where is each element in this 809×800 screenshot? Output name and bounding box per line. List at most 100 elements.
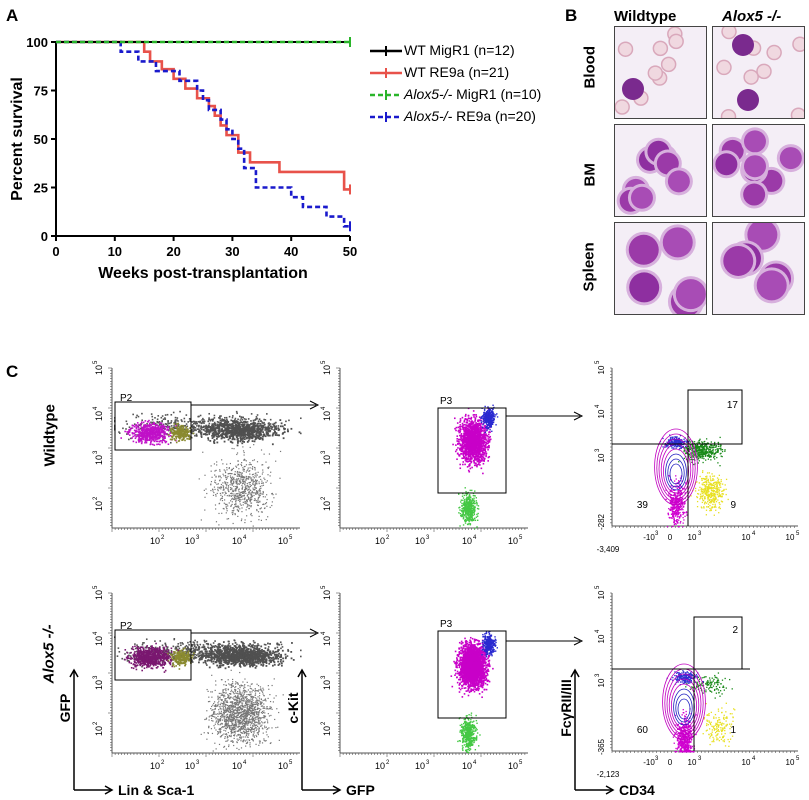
scatter-dot: [257, 491, 259, 493]
scatter-dot: [249, 435, 251, 438]
gated-dot: [142, 426, 145, 429]
gated-dot: [176, 425, 179, 427]
gated-dot: [491, 430, 493, 433]
gated-dot: [163, 433, 165, 436]
scatter-dot: [244, 429, 246, 432]
scatter-dot: [459, 514, 462, 517]
scatter-dot: [214, 423, 217, 425]
scatter-dot: [252, 479, 254, 482]
scatter-dot: [212, 494, 215, 496]
scatter-dot: [226, 422, 228, 425]
gated-dot: [483, 415, 485, 418]
gated-dot: [472, 454, 475, 456]
scatter-dot: [465, 490, 467, 493]
scatter-dot: [219, 479, 221, 481]
scatter-dot: [461, 502, 463, 505]
scatter-dot: [198, 428, 200, 430]
x-tick-label: 40: [284, 244, 298, 259]
scatter-dot: [158, 420, 161, 423]
gated-dot: [154, 432, 157, 435]
scatter-dot: [252, 482, 254, 484]
gated-dot: [178, 434, 181, 437]
gated-dot: [477, 427, 480, 429]
scatter-dot: [249, 500, 251, 503]
scatter-dot: [217, 424, 219, 427]
scatter-dot: [250, 484, 252, 487]
gated-dot: [186, 431, 188, 434]
scatter-dot: [247, 418, 250, 420]
gated-dot: [474, 451, 476, 453]
scatter-dot: [251, 422, 254, 425]
gated-dot: [496, 413, 498, 415]
gated-dot: [469, 438, 472, 441]
gated-dot: [464, 451, 466, 454]
scatter-dot: [250, 479, 253, 481]
gated-dot: [157, 428, 159, 430]
scatter-dot: [218, 431, 221, 434]
scatter-dot: [228, 473, 230, 475]
gated-dot: [489, 415, 491, 417]
scatter-dot: [477, 512, 479, 515]
scatter-dot: [242, 416, 244, 419]
scatter-dot: [236, 475, 238, 477]
gated-dot: [180, 434, 183, 437]
gated-dot: [464, 426, 466, 429]
gated-dot: [473, 441, 476, 444]
gated-dot: [140, 431, 142, 434]
scatter-dot: [160, 424, 163, 426]
scatter-dot: [467, 503, 470, 505]
scatter-dot: [472, 501, 475, 504]
gated-dot: [143, 431, 146, 433]
scatter-dot: [462, 513, 464, 515]
scatter-dot: [225, 487, 227, 489]
scatter-dot: [227, 487, 229, 489]
scatter-dot: [220, 494, 222, 496]
scatter-dot: [242, 467, 244, 469]
scatter-dot: [250, 431, 253, 434]
scatter-dot: [237, 475, 239, 477]
gated-dot: [152, 439, 155, 441]
scatter-dot: [227, 482, 229, 484]
scatter-dot: [460, 501, 462, 503]
scatter-dot: [468, 502, 470, 504]
gated-dot: [473, 438, 476, 441]
gated-dot: [144, 424, 146, 427]
gated-dot: [474, 419, 477, 421]
scatter-dot: [211, 428, 214, 431]
scatter-dot: [253, 427, 255, 430]
scatter-dot: [266, 431, 268, 434]
gated-dot: [158, 429, 161, 431]
gated-dot: [459, 447, 461, 450]
gated-dot: [135, 424, 138, 426]
gated-dot: [473, 446, 476, 449]
scatter-dot: [288, 419, 290, 422]
scatter-dot: [473, 509, 475, 511]
scatter-dot: [243, 492, 245, 494]
scatter-dot: [241, 440, 244, 443]
scatter-dot: [209, 429, 212, 432]
scatter-dot: [267, 428, 270, 431]
scatter-dot: [248, 432, 251, 435]
scatter-dot: [210, 428, 213, 431]
gated-dot: [461, 416, 464, 419]
scatter-dot: [226, 510, 228, 512]
scatter-dot: [250, 496, 252, 499]
scatter-dot: [262, 482, 264, 484]
gated-dot: [467, 415, 470, 417]
scatter-dot: [468, 502, 471, 505]
scatter-dot: [235, 410, 238, 413]
scatter-dot: [255, 482, 257, 484]
scatter-dot: [225, 504, 227, 506]
scatter-dot: [465, 492, 467, 495]
scatter-dot: [227, 518, 230, 520]
scatter-dot: [255, 487, 257, 489]
y-tick-exp: 3: [321, 450, 327, 454]
gated-dot: [464, 435, 466, 438]
scatter-dot: [215, 475, 217, 477]
scatter-dot: [464, 522, 467, 524]
scatter-dot: [222, 482, 224, 484]
gated-dot: [475, 440, 477, 442]
scatter-dot: [224, 470, 226, 472]
gated-dot: [477, 442, 480, 445]
